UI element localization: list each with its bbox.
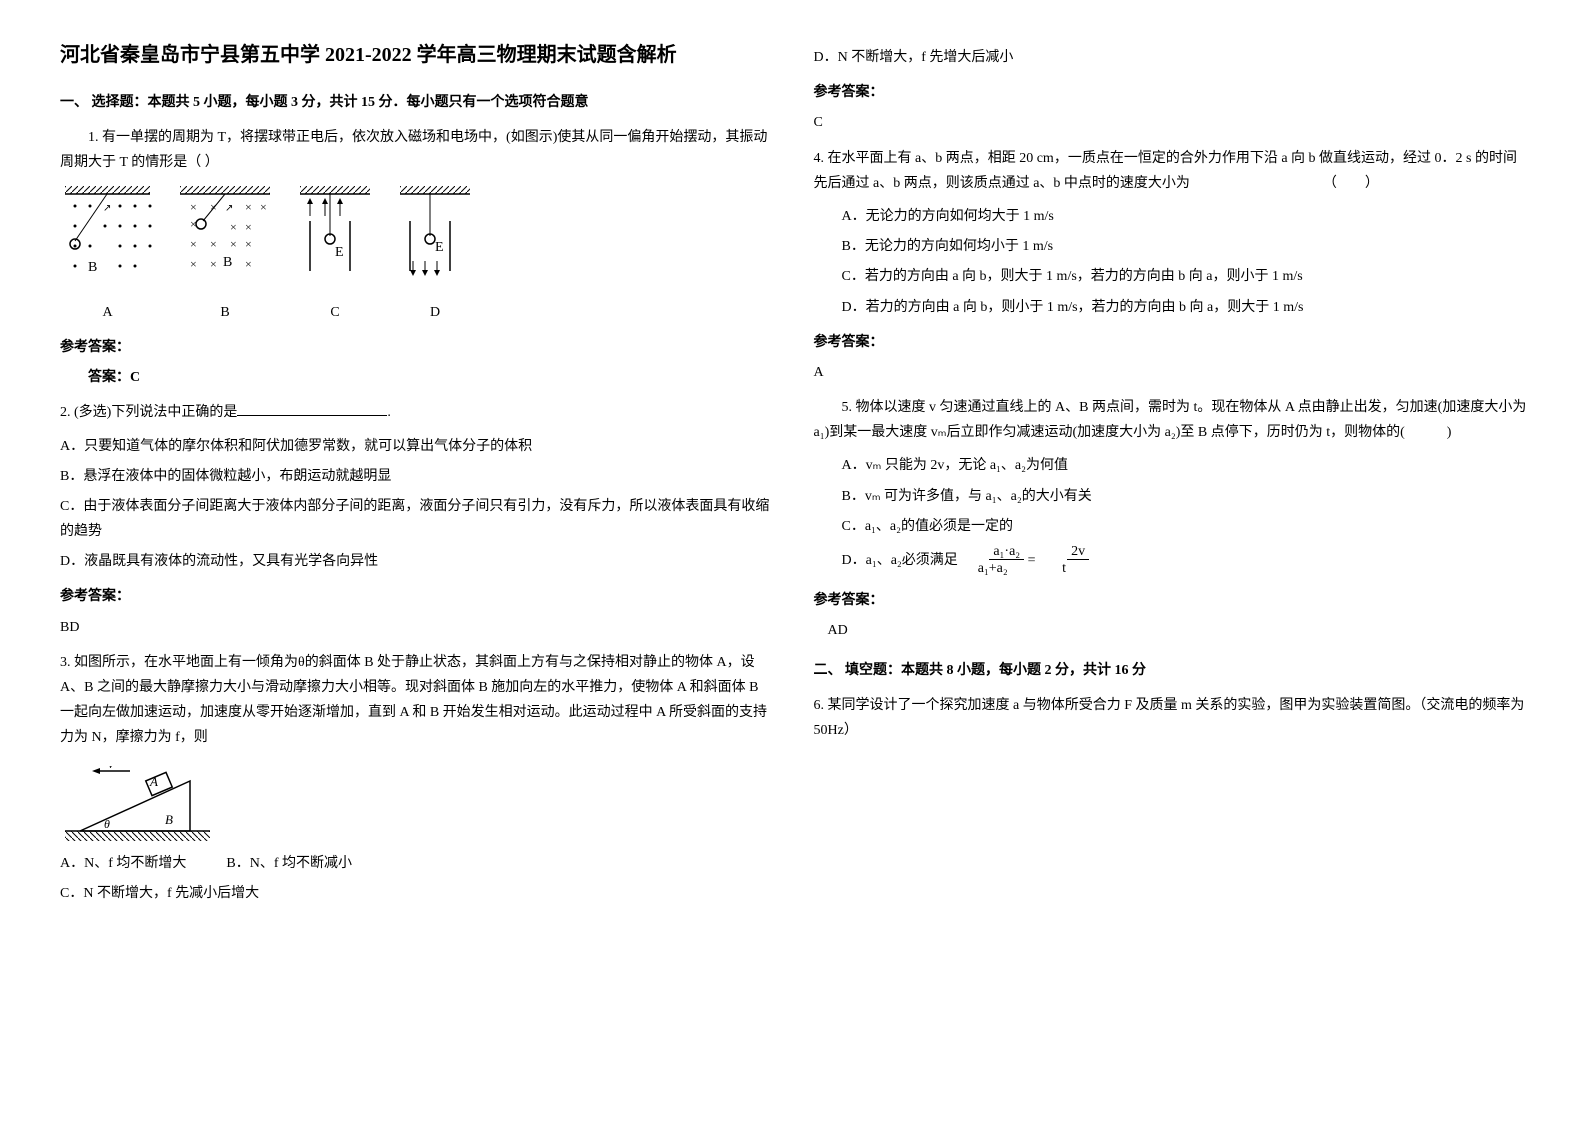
svg-text:↗: ↗ [103, 203, 111, 214]
section1-header: 一、 选择题：本题共 5 小题，每小题 3 分，共计 15 分．每小题只有一个选… [60, 90, 774, 115]
label-b: B [175, 300, 275, 325]
diagram-a: B ↗ A [60, 186, 155, 325]
q4-optB: B．无论力的方向如何均小于 1 m/s [814, 234, 1528, 259]
q3-row1: A．N、f 均不断增大 B．N、f 均不断减小 [60, 851, 774, 876]
fraction-1: a₁·a₂ a₁+a₂ [961, 544, 1024, 578]
svg-text:×: × [245, 200, 252, 214]
q2-answer: BD [60, 615, 774, 640]
svg-text:E: E [435, 240, 444, 255]
q4-optC: C．若力的方向由 a 向 b，则大于 1 m/s，若力的方向由 b 向 a，则小… [814, 264, 1528, 289]
svg-text:B: B [88, 260, 97, 275]
question-4: 4. 在水平面上有 a、b 两点，相距 20 cm，一质点在一恒定的合外力作用下… [814, 146, 1528, 386]
q4-optA: A．无论力的方向如何均大于 1 m/s [814, 204, 1528, 229]
diagram-c: E C [295, 186, 375, 325]
q5-optC: C．a₁、a₂的值必须是一定的 [814, 514, 1528, 539]
document-title: 河北省秦皇岛市宁县第五中学 2021-2022 学年高三物理期末试题含解析 [60, 40, 774, 70]
svg-text:×: × [260, 200, 267, 214]
question-1: 1. 有一单摆的周期为 T，将摆球带正电后，依次放入磁场和电场中，(如图示)使其… [60, 125, 774, 390]
question-3: 3. 如图所示，在水平地面上有一倾角为θ的斜面体 B 处于静止状态，其斜面上方有… [60, 650, 774, 906]
question-6: 6. 某同学设计了一个探究加速度 a 与物体所受合力 F 及质量 m 关系的实验… [814, 693, 1528, 743]
q3-optB: B．N、f 均不断减小 [226, 851, 352, 876]
diagram-d: E D [395, 186, 475, 325]
pendulum-d-svg: E [395, 186, 475, 286]
q6-text: 6. 某同学设计了一个探究加速度 a 与物体所受合力 F 及质量 m 关系的实验… [814, 693, 1528, 743]
right-column: D．N 不断增大，f 先增大后减小 参考答案： C 4. 在水平面上有 a、b … [814, 40, 1528, 916]
pendulum-b-svg: ×××× ××× ×××× ××× B ↗ [175, 186, 275, 286]
q1-answer: 答案：C [60, 365, 774, 390]
fraction-2: 2v t [1039, 544, 1089, 578]
pendulum-c-svg: E [295, 186, 375, 286]
left-column: 河北省秦皇岛市宁县第五中学 2021-2022 学年高三物理期末试题含解析 一、… [60, 40, 774, 916]
label-A: A [149, 774, 158, 789]
q3-answer: C [814, 110, 1528, 135]
q5-answer: AD [814, 618, 1528, 643]
q2-answer-label: 参考答案： [60, 584, 774, 609]
svg-text:×: × [230, 220, 237, 234]
question-5: 5. 物体以速度 v 匀速通过直线上的 A、B 两点间，需时为 t。现在物体从 … [814, 395, 1528, 643]
q5-optA: A．vₘ 只能为 2v，无论 a₁、a₂为何值 [814, 453, 1528, 478]
label-v: v [108, 766, 114, 771]
q3-answer-label: 参考答案： [814, 80, 1528, 105]
svg-text:×: × [245, 237, 252, 251]
q5-text: 5. 物体以速度 v 匀速通过直线上的 A、B 两点间，需时为 t。现在物体从 … [814, 395, 1528, 445]
q2-optC: C．由于液体表面分子间距离大于液体内部分子间的距离，液面分子间只有引力，没有斥力… [60, 494, 774, 544]
q1-text: 1. 有一单摆的周期为 T，将摆球带正电后，依次放入磁场和电场中，(如图示)使其… [60, 125, 774, 175]
q4-answer: A [814, 360, 1528, 385]
q2-optD: D．液晶既具有液体的流动性，又具有光学各向异性 [60, 549, 774, 574]
q5-optD: D．a₁、a₂必须满足 a₁·a₂ a₁+a₂ = 2v t [814, 544, 1528, 578]
q4-optD: D．若力的方向由 a 向 b，则小于 1 m/s，若力的方向由 b 向 a，则大… [814, 295, 1528, 320]
q4-text: 4. 在水平面上有 a、b 两点，相距 20 cm，一质点在一恒定的合外力作用下… [814, 146, 1528, 196]
svg-text:↗: ↗ [225, 203, 233, 214]
diagram-b: ×××× ××× ×××× ××× B ↗ B [175, 186, 275, 325]
svg-text:×: × [190, 237, 197, 251]
q3-optA: A．N、f 均不断增大 [60, 851, 186, 876]
q2-optA: A．只要知道气体的摩尔体积和阿伏加德罗常数，就可以算出气体分子的体积 [60, 434, 774, 459]
svg-text:E: E [335, 245, 344, 260]
q3-text: 3. 如图所示，在水平地面上有一倾角为θ的斜面体 B 处于静止状态，其斜面上方有… [60, 650, 774, 751]
q5-optB: B．vₘ 可为许多值，与 a₁、a₂的大小有关 [814, 484, 1528, 509]
q1-diagrams: B ↗ A ×××× ××× ×××× ××× [60, 186, 774, 325]
svg-text:×: × [190, 200, 197, 214]
q4-answer-label: 参考答案： [814, 330, 1528, 355]
q3-diagram: A B θ v [60, 766, 200, 836]
svg-text:×: × [210, 237, 217, 251]
label-d: D [395, 300, 475, 325]
label-c: C [295, 300, 375, 325]
label-a: A [60, 300, 155, 325]
q1-answer-label: 参考答案： [60, 335, 774, 360]
svg-text:×: × [230, 237, 237, 251]
svg-text:B: B [223, 255, 232, 270]
svg-text:×: × [245, 257, 252, 271]
pendulum-a-svg: B ↗ [60, 186, 155, 286]
svg-text:×: × [190, 257, 197, 271]
q2-optB: B．悬浮在液体中的固体微粒越小，布朗运动就越明显 [60, 464, 774, 489]
svg-text:×: × [210, 257, 217, 271]
label-theta: θ [104, 817, 110, 831]
label-B: B [165, 812, 173, 827]
q3-optD: D．N 不断增大，f 先增大后减小 [814, 45, 1528, 70]
question-2: 2. (多选)下列说法中正确的是. A．只要知道气体的摩尔体积和阿伏加德罗常数，… [60, 400, 774, 640]
section2-header: 二、 填空题：本题共 8 小题，每小题 2 分，共计 16 分 [814, 658, 1528, 683]
svg-text:×: × [245, 220, 252, 234]
q5-answer-label: 参考答案： [814, 588, 1528, 613]
q3-optC: C．N 不断增大，f 先减小后增大 [60, 881, 774, 906]
q2-text: 2. (多选)下列说法中正确的是. [60, 400, 774, 425]
